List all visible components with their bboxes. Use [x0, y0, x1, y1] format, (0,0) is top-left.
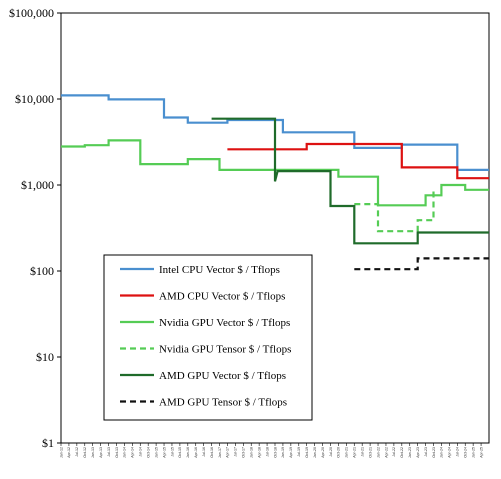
x-tick-label: Apr-25: [479, 447, 483, 458]
x-tick-label: Oct-21: [368, 447, 372, 458]
x-tick-label: Oct-24: [464, 447, 468, 458]
x-tick-label: Apr-17: [226, 447, 230, 458]
x-tick-label: Jul-21: [360, 447, 364, 457]
series-line-6: [354, 257, 489, 271]
x-tick-label: Apr-18: [257, 447, 261, 458]
legend-label-3: Nvidia GPU Vector $ / Tflops: [159, 317, 290, 329]
y-tick-label: $1: [42, 436, 54, 450]
x-tick-label: Jul-16: [202, 447, 206, 457]
legend-box: [103, 254, 313, 421]
x-tick-label: Jan-18: [250, 447, 254, 458]
x-tick-label: Jan-13: [91, 447, 95, 458]
y-tick-label: $1,000: [21, 178, 54, 192]
x-tick-label: Jan-14: [123, 447, 127, 458]
legend-label-1: Intel CPU Vector $ / Tflops: [159, 264, 280, 276]
x-tick-label: Jul-20: [329, 447, 333, 457]
series-line-5: [211, 117, 489, 245]
x-tick-label: Apr-21: [353, 447, 357, 458]
x-tick-label: Jan-21: [345, 447, 349, 458]
series-line-2: [227, 142, 489, 180]
x-tick-label: Oct-13: [115, 447, 119, 458]
x-tick-label: Oct-16: [210, 447, 214, 458]
x-tick-label: Jul-13: [107, 447, 111, 457]
x-tick-label: Jul-23: [424, 447, 428, 457]
x-tick-label: Oct-15: [178, 447, 182, 458]
x-tick-label: Apr-12: [67, 447, 71, 458]
series-layer: [61, 94, 489, 271]
x-tick-label: Jul-15: [170, 447, 174, 457]
x-tick-label: Apr-15: [162, 447, 166, 458]
series-line-4: [354, 188, 435, 233]
x-axis: Jan-12 Apr-12 Jul-12 Oct-12 Jan-13 Apr-13 Jul-…: [59, 443, 483, 458]
x-tick-label: Jan-22: [376, 447, 380, 458]
x-tick-label: Jul-22: [392, 447, 396, 457]
x-tick-label: Apr-20: [321, 447, 325, 458]
x-tick-label: Apr-19: [289, 447, 293, 458]
y-tick-label: $100: [30, 264, 54, 278]
x-tick-label: Jan-15: [154, 447, 158, 458]
x-tick-label: Jul-18: [265, 447, 269, 457]
x-tick-label: Apr-24: [448, 447, 452, 458]
x-tick-label: Jan-12: [59, 447, 63, 458]
series-line-3: [61, 139, 489, 207]
legend: Intel CPU Vector $ / Tflops AMD CPU Vecto…: [103, 254, 313, 421]
x-tick-label: Jan-16: [186, 447, 190, 458]
x-tick-label: Apr-23: [416, 447, 420, 458]
x-tick-label: Oct-18: [273, 447, 277, 458]
x-tick-label: Oct-23: [432, 447, 436, 458]
legend-label-2: AMD CPU Vector $ / Tflops: [159, 291, 285, 303]
x-tick-label: Oct-20: [337, 447, 341, 458]
legend-label-5: AMD GPU Vector $ / Tflops: [159, 370, 286, 382]
x-tick-label: Jan-19: [281, 447, 285, 458]
y-axis: $1 $10 $100 $1,000 $10,000 $100,000: [9, 6, 61, 450]
x-tick-label: Jan-23: [408, 447, 412, 458]
x-tick-label: Apr-22: [384, 447, 388, 458]
x-tick-label: Oct-12: [83, 447, 87, 458]
x-tick-label: Oct-14: [146, 447, 150, 458]
y-tick-label: $100,000: [9, 6, 54, 20]
legend-label-4: Nvidia GPU Tensor $ / Tflops: [159, 344, 291, 356]
x-tick-label: Jan-24: [440, 447, 444, 458]
x-tick-label: Jul-24: [456, 447, 460, 457]
y-tick-label: $10,000: [15, 92, 54, 106]
x-tick-label: Apr-16: [194, 447, 198, 458]
series-line-1: [61, 94, 489, 171]
x-tick-label: Jan-25: [471, 447, 475, 458]
x-tick-label: Jul-19: [297, 447, 301, 457]
x-tick-label: Jan-20: [313, 447, 317, 458]
x-tick-label: Apr-14: [131, 447, 135, 458]
x-tick-label: Jul-14: [139, 447, 143, 457]
x-tick-label: Apr-13: [99, 447, 103, 458]
y-tick-label: $10: [36, 350, 54, 364]
x-tick-label: Jan-17: [218, 447, 222, 458]
legend-label-6: AMD GPU Tensor $ / Tflops: [159, 397, 287, 409]
x-tick-label: Oct-19: [305, 447, 309, 458]
x-tick-label: Oct-17: [242, 447, 246, 458]
x-tick-label: Jul-17: [234, 447, 238, 457]
x-tick-label: Oct-22: [400, 447, 404, 458]
x-tick-label: Jul-12: [75, 447, 79, 457]
